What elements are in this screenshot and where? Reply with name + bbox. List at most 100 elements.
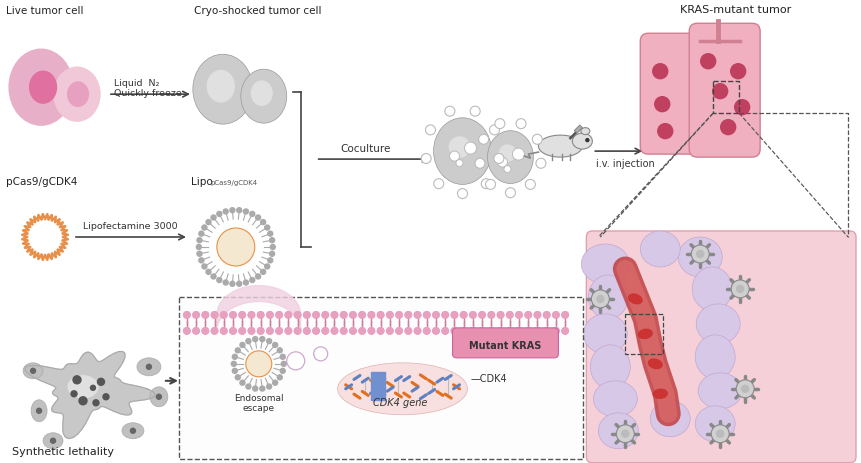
Text: pCas9/gCDK4: pCas9/gCDK4 xyxy=(6,177,77,187)
Circle shape xyxy=(350,328,356,334)
Circle shape xyxy=(377,328,384,334)
Circle shape xyxy=(269,252,275,257)
Circle shape xyxy=(697,251,703,258)
Circle shape xyxy=(495,119,505,129)
Circle shape xyxy=(340,328,347,334)
Circle shape xyxy=(470,312,476,319)
Ellipse shape xyxy=(31,400,47,422)
Circle shape xyxy=(285,312,292,319)
Circle shape xyxy=(250,278,255,283)
Circle shape xyxy=(248,328,255,334)
Circle shape xyxy=(285,328,292,334)
Circle shape xyxy=(406,328,412,334)
Circle shape xyxy=(276,312,282,319)
Circle shape xyxy=(414,312,421,319)
Circle shape xyxy=(240,381,245,385)
Circle shape xyxy=(535,328,541,334)
Circle shape xyxy=(237,282,242,287)
Circle shape xyxy=(461,312,467,319)
Circle shape xyxy=(350,328,356,334)
Circle shape xyxy=(525,328,531,334)
Circle shape xyxy=(239,328,245,334)
Circle shape xyxy=(414,328,421,334)
Circle shape xyxy=(277,348,282,353)
Circle shape xyxy=(220,328,227,334)
Circle shape xyxy=(470,328,476,334)
Circle shape xyxy=(414,328,421,334)
Circle shape xyxy=(506,312,513,319)
Circle shape xyxy=(313,328,319,334)
Text: —CDK4: —CDK4 xyxy=(470,373,507,383)
Ellipse shape xyxy=(150,387,168,407)
Ellipse shape xyxy=(338,363,468,415)
Circle shape xyxy=(562,328,568,334)
Circle shape xyxy=(562,312,568,319)
Circle shape xyxy=(285,328,292,334)
Circle shape xyxy=(433,312,439,319)
Circle shape xyxy=(246,384,251,389)
Circle shape xyxy=(248,328,255,334)
Circle shape xyxy=(331,328,338,334)
Ellipse shape xyxy=(698,373,742,409)
Text: Endosomal
escape: Endosomal escape xyxy=(234,393,283,412)
Circle shape xyxy=(597,296,604,303)
Circle shape xyxy=(273,343,277,348)
Circle shape xyxy=(369,312,375,319)
Circle shape xyxy=(193,312,199,319)
Ellipse shape xyxy=(581,128,590,135)
Circle shape xyxy=(506,328,513,334)
Circle shape xyxy=(505,188,516,198)
Circle shape xyxy=(130,428,135,433)
Circle shape xyxy=(359,312,365,319)
Circle shape xyxy=(470,328,476,334)
Circle shape xyxy=(248,312,255,319)
Circle shape xyxy=(206,270,211,275)
Text: CDK4 gene: CDK4 gene xyxy=(374,397,428,407)
Circle shape xyxy=(294,312,300,319)
Ellipse shape xyxy=(54,68,100,122)
Circle shape xyxy=(232,369,238,374)
Circle shape xyxy=(451,328,458,334)
Circle shape xyxy=(313,328,319,334)
Circle shape xyxy=(196,245,201,250)
Circle shape xyxy=(396,312,402,319)
Circle shape xyxy=(79,397,87,405)
Circle shape xyxy=(230,328,236,334)
Circle shape xyxy=(387,328,393,334)
Circle shape xyxy=(193,328,199,334)
Circle shape xyxy=(267,328,273,334)
Circle shape xyxy=(232,362,236,367)
Circle shape xyxy=(498,312,504,319)
Circle shape xyxy=(525,312,531,319)
Ellipse shape xyxy=(581,244,629,284)
Circle shape xyxy=(543,328,550,334)
Ellipse shape xyxy=(434,119,492,185)
Circle shape xyxy=(369,328,375,334)
Circle shape xyxy=(387,312,393,319)
Circle shape xyxy=(199,258,204,263)
Circle shape xyxy=(525,180,536,190)
Circle shape xyxy=(691,245,709,263)
Circle shape xyxy=(414,312,421,319)
Ellipse shape xyxy=(584,314,628,354)
Circle shape xyxy=(721,120,735,135)
Text: Liquid  N₂: Liquid N₂ xyxy=(114,79,159,88)
Circle shape xyxy=(201,264,207,269)
Circle shape xyxy=(488,328,494,334)
Circle shape xyxy=(506,312,513,319)
Circle shape xyxy=(264,264,269,269)
Circle shape xyxy=(304,328,310,334)
Ellipse shape xyxy=(641,232,680,267)
Circle shape xyxy=(451,328,458,334)
Circle shape xyxy=(457,189,468,199)
Circle shape xyxy=(433,328,439,334)
Circle shape xyxy=(230,328,236,334)
Circle shape xyxy=(199,232,204,237)
Text: i.v. injection: i.v. injection xyxy=(597,159,655,169)
Circle shape xyxy=(396,312,402,319)
Circle shape xyxy=(525,312,531,319)
Bar xyxy=(713,82,739,114)
Circle shape xyxy=(494,154,504,164)
Circle shape xyxy=(211,328,218,334)
Text: Lipofectamine 3000: Lipofectamine 3000 xyxy=(83,221,177,231)
